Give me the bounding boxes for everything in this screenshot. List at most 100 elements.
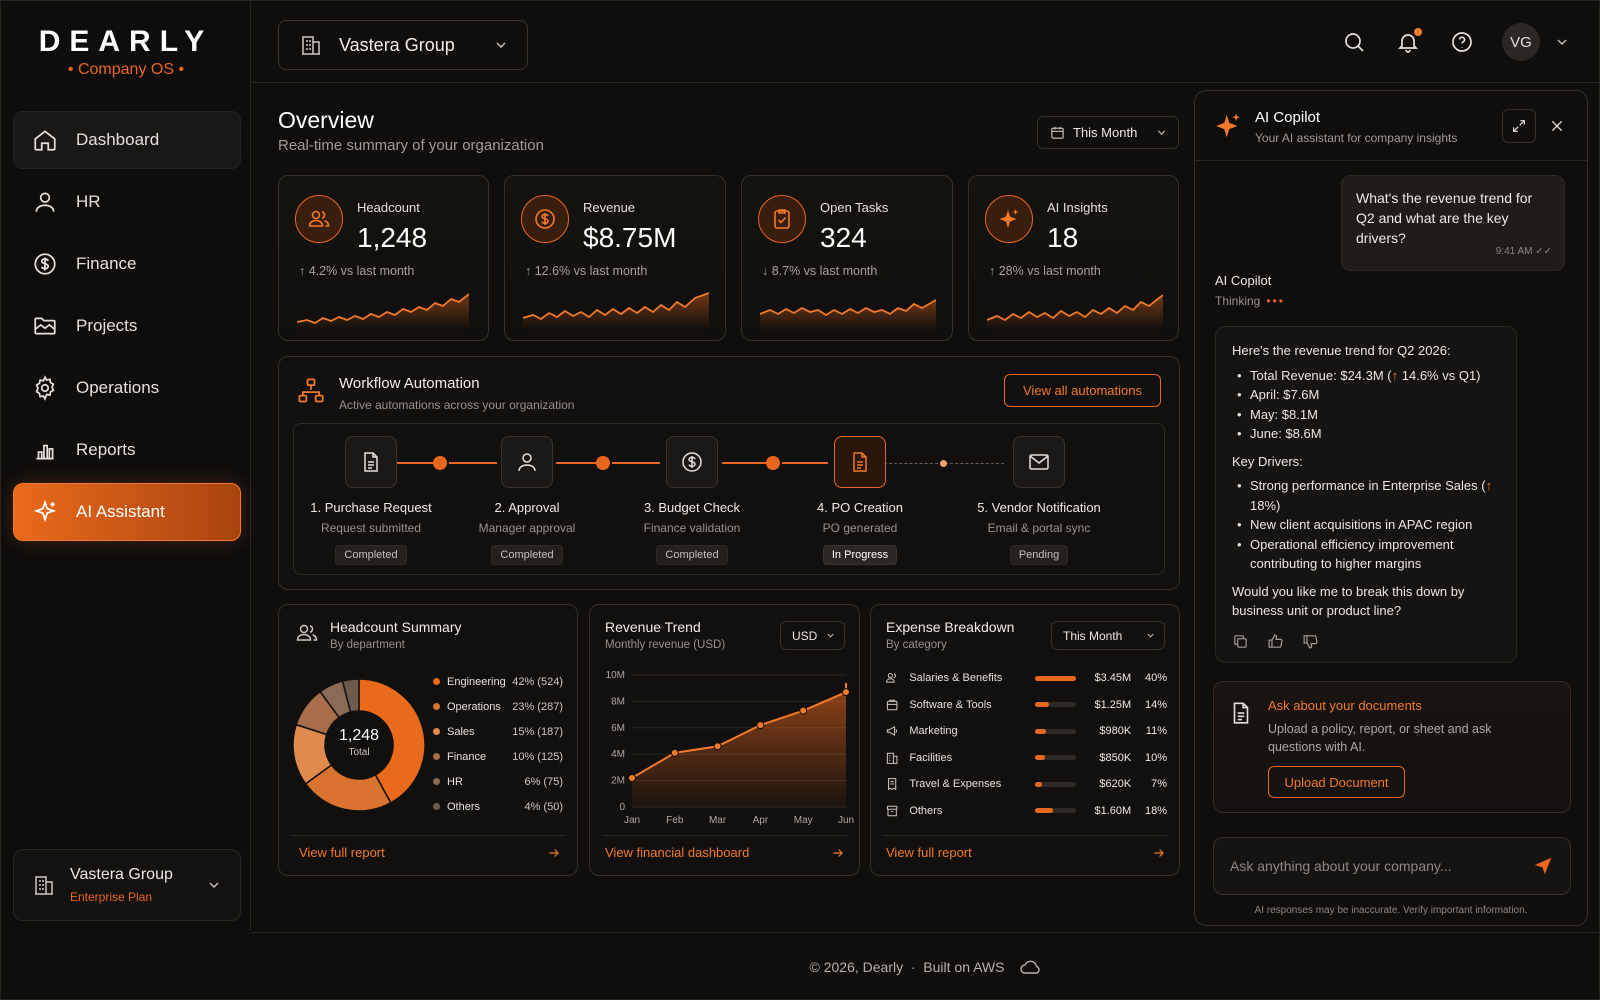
chevron-down-icon	[209, 882, 219, 888]
legend-value: 15% (187)	[512, 725, 563, 738]
kpi-label: Headcount	[357, 200, 420, 215]
kpi-card-open-tasks[interactable]: Open Tasks 324 ↓ 8.7% vs last month	[741, 175, 953, 341]
revenue-point	[799, 706, 808, 715]
y-tick-label: 6M	[611, 723, 625, 734]
sidebar-item-ai-assistant[interactable]: AI Assistant	[13, 483, 241, 541]
org-switcher[interactable]: Vastera Group Enterprise Plan	[13, 849, 241, 921]
step-check-icon	[433, 456, 447, 470]
donut-total-label: Total	[348, 747, 370, 758]
revenue-point	[670, 748, 679, 757]
period-select[interactable]: This Month	[1037, 116, 1179, 149]
search-button[interactable]	[1342, 30, 1366, 54]
up-arrow-icon: ↑	[1391, 367, 1399, 383]
driver-item: Operational efficiency improvement contr…	[1232, 535, 1502, 574]
legend-swatch	[433, 803, 440, 810]
driver-item: New client acquisitions in APAC region	[1232, 515, 1502, 535]
expand-button[interactable]	[1502, 109, 1536, 143]
reply-total-text: Total Revenue: $24.3M (	[1250, 367, 1392, 383]
legend-item: HR 6% (75)	[433, 769, 563, 794]
drivers-title: Key Drivers:	[1232, 453, 1303, 469]
expense-amount: $1.60M	[1094, 804, 1132, 817]
expense-bar-fill	[1034, 675, 1076, 681]
upload-document-button[interactable]: Upload Document	[1268, 766, 1405, 798]
view-full-report-link[interactable]: View full report	[299, 845, 561, 860]
user-icon	[501, 436, 553, 488]
expense-amount: $3.45M	[1094, 672, 1132, 685]
doc-card-title: Ask about your documents	[1268, 698, 1422, 713]
kpi-card-revenue[interactable]: Revenue $8.75M ↑ 12.6% vs last month	[504, 175, 726, 341]
sidebar-item-finance[interactable]: Finance	[13, 235, 241, 293]
sparkline	[297, 293, 469, 330]
sparkline	[987, 294, 1163, 330]
bar-chart-icon	[36, 444, 54, 460]
link-label: View financial dashboard	[605, 845, 750, 860]
expense-bar-fill	[1034, 728, 1046, 734]
expense-bar-fill	[1034, 702, 1049, 708]
send-icon[interactable]	[1532, 855, 1554, 877]
sidebar-item-dashboard[interactable]: Dashboard	[13, 111, 241, 169]
sidebar-item-operations[interactable]: Operations	[13, 359, 241, 417]
close-icon[interactable]	[1549, 118, 1565, 134]
sidebar-item-label: AI Assistant	[76, 502, 165, 521]
expense-category: Others	[909, 804, 943, 817]
revenue-point	[756, 721, 765, 730]
workflow-title: Workflow Automation	[339, 375, 480, 392]
thumbs-down-icon[interactable]	[1302, 633, 1319, 650]
thumbs-up-icon[interactable]	[1267, 633, 1284, 650]
currency-select[interactable]: USD	[780, 621, 845, 650]
sidebar-item-hr[interactable]: HR	[13, 173, 241, 231]
legend-label: HR	[447, 775, 463, 788]
footer: © 2026, Dearly · Built on AWS	[252, 932, 1600, 1000]
workflow-step-5[interactable]: 5. Vendor Notification Email & portal sy…	[954, 436, 1124, 565]
workflow-step-4[interactable]: 4. PO Creation PO generated In Progress	[775, 436, 945, 565]
step-connector	[612, 462, 660, 464]
workflow-step-1[interactable]: 1. Purchase Request Request submitted Co…	[286, 436, 456, 565]
kpi-label: Revenue	[583, 200, 636, 215]
sidebar-item-projects[interactable]: Projects	[13, 297, 241, 355]
legend-item: Sales 15% (187)	[433, 719, 563, 744]
kpi-value: 1,248	[357, 222, 428, 253]
notifications-button[interactable]	[1396, 28, 1422, 54]
view-financial-dashboard-link[interactable]: View financial dashboard	[605, 845, 845, 860]
kpi-card-headcount[interactable]: Headcount 1,248 ↑ 4.2% vs last month	[278, 175, 489, 341]
message-actions	[1232, 633, 1502, 650]
workflow-step-2[interactable]: 2. Approval Manager approval Completed	[442, 436, 612, 565]
workflow-steps: 1. Purchase Request Request submitted Co…	[293, 423, 1165, 575]
revenue-point	[842, 688, 850, 697]
workflow-step-3[interactable]: 3. Budget Check Finance validation Compl…	[607, 436, 777, 565]
legend-swatch	[433, 678, 440, 685]
expense-amount: $620K	[1099, 778, 1132, 791]
chat-input[interactable]: Ask anything about your company...	[1213, 837, 1571, 895]
step-connector	[449, 462, 497, 464]
legend-value: 23% (287)	[512, 700, 563, 713]
view-all-automations-button[interactable]: View all automations	[1004, 374, 1161, 407]
view-expense-report-link[interactable]: View full report	[886, 845, 1166, 860]
org-select[interactable]: Vastera Group	[278, 20, 528, 70]
donut-total: 1,248	[338, 727, 380, 744]
x-tick-label: Jun	[838, 815, 854, 826]
step-subtitle: Manager approval	[478, 521, 576, 535]
sidebar-item-reports[interactable]: Reports	[13, 421, 241, 479]
kpi-card-ai-insights[interactable]: AI Insights 18 ↑ 28% vs last month	[968, 175, 1179, 341]
gear-icon	[35, 375, 55, 401]
legend-swatch	[433, 778, 440, 785]
archive-icon	[886, 805, 898, 817]
sidebar-item-label: Finance	[76, 254, 137, 273]
arrow-right-icon	[549, 848, 559, 857]
donut-hole	[325, 711, 393, 779]
legend-item: Others 4% (50)	[433, 794, 563, 819]
expense-percent: 14%	[1144, 698, 1167, 711]
expense-category: Salaries & Benefits	[909, 672, 1003, 685]
mail-icon	[1013, 436, 1065, 488]
help-button[interactable]	[1450, 30, 1474, 54]
expense-period-select[interactable]: This Month	[1051, 621, 1165, 650]
copilot-subtitle: Your AI assistant for company insights	[1255, 131, 1458, 145]
avatar[interactable]: VG	[1502, 23, 1540, 61]
sidebar-item-label: Reports	[76, 440, 136, 459]
expense-percent: 40%	[1144, 672, 1167, 685]
chevron-down-icon[interactable]	[1554, 34, 1570, 50]
copy-icon[interactable]	[1232, 633, 1249, 650]
reply-month: May: $8.1M	[1232, 405, 1502, 425]
expense-percent: 7%	[1151, 778, 1167, 791]
